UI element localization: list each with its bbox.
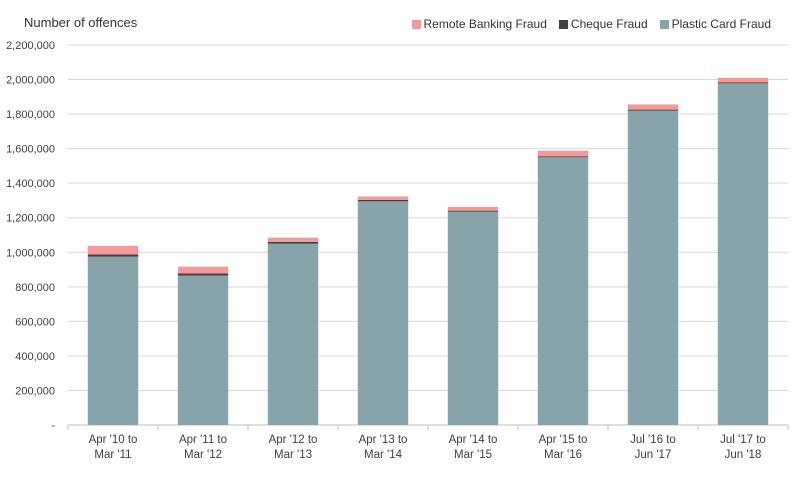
- bar-plastic-card-fraud-1: [177, 275, 229, 425]
- x-tick-label: Mar '16: [544, 449, 582, 461]
- x-tick-label: Jun '17: [635, 449, 672, 461]
- y-tick-label: 1,000,000: [6, 247, 55, 259]
- bar-cheque-fraud-4: [447, 210, 499, 212]
- bar-cheque-fraud-6: [627, 109, 679, 111]
- bar-remote-banking-fraud-6: [627, 104, 679, 110]
- x-tick-label: Jul '16 to: [630, 434, 676, 446]
- legend-label-plastic-card: Plastic Card Fraud: [671, 17, 771, 31]
- bar-plastic-card-fraud-7: [717, 83, 769, 425]
- x-tick-label: Mar '14: [364, 449, 403, 461]
- bar-cheque-fraud-2: [267, 241, 319, 244]
- y-tick-label: 600,000: [15, 316, 55, 328]
- x-tick-label: Mar '11: [94, 449, 131, 461]
- legend-item-plastic-card: Plastic Card Fraud: [659, 17, 771, 31]
- legend: Remote Banking Fraud Cheque Fraud Plasti…: [411, 17, 771, 31]
- bar-remote-banking-fraud-3: [357, 196, 409, 200]
- y-tick-label: -: [51, 420, 55, 432]
- legend-item-cheque: Cheque Fraud: [558, 17, 648, 31]
- y-tick-label: 2,000,000: [6, 75, 55, 87]
- bar-plastic-card-fraud-0: [87, 256, 139, 425]
- x-tick-label: Apr '15 to: [539, 434, 588, 446]
- bar-cheque-fraud-7: [717, 82, 769, 84]
- bar-cheque-fraud-1: [177, 273, 229, 276]
- y-tick-label: 400,000: [15, 351, 55, 363]
- bar-plastic-card-fraud-6: [627, 110, 679, 426]
- bar-cheque-fraud-3: [357, 199, 409, 202]
- bar-cheque-fraud-0: [87, 254, 139, 257]
- y-tick-label: 1,800,000: [6, 109, 55, 121]
- y-tick-label: 2,200,000: [6, 40, 55, 52]
- bar-remote-banking-fraud-0: [87, 245, 139, 255]
- bar-plastic-card-fraud-2: [267, 243, 319, 425]
- legend-swatch-cheque: [558, 19, 568, 29]
- legend-label-remote-banking: Remote Banking Fraud: [423, 17, 547, 31]
- bar-plastic-card-fraud-3: [357, 201, 409, 425]
- x-tick-label: Mar '12: [184, 449, 222, 461]
- bar-remote-banking-fraud-5: [537, 150, 589, 157]
- bar-plastic-card-fraud-4: [447, 211, 499, 425]
- x-tick-label: Mar '13: [274, 449, 312, 461]
- x-tick-label: Apr '11 to: [179, 434, 227, 446]
- x-tick-label: Apr '10 to: [89, 434, 138, 446]
- bar-cheque-fraud-5: [537, 156, 589, 158]
- bar-plastic-card-fraud-5: [537, 157, 589, 426]
- x-tick-label: Apr '13 to: [359, 434, 408, 446]
- x-tick-label: Jul '17 to: [720, 434, 766, 446]
- x-tick-label: Jun '18: [725, 449, 762, 461]
- bar-remote-banking-fraud-4: [447, 206, 499, 211]
- x-tick-label: Mar '15: [454, 449, 492, 461]
- legend-item-remote-banking: Remote Banking Fraud: [411, 17, 547, 31]
- bar-remote-banking-fraud-7: [717, 77, 769, 83]
- legend-swatch-remote-banking: [411, 19, 421, 29]
- y-tick-label: 200,000: [15, 385, 55, 397]
- x-tick-label: Apr '12 to: [269, 434, 318, 446]
- legend-swatch-plastic-card: [659, 19, 669, 29]
- y-tick-label: 1,600,000: [6, 144, 55, 156]
- x-tick-label: Apr '14 to: [449, 434, 498, 446]
- bar-remote-banking-fraud-2: [267, 237, 319, 242]
- y-tick-label: 800,000: [15, 282, 55, 294]
- y-tick-label: 1,400,000: [6, 178, 55, 190]
- y-tick-label: 1,200,000: [6, 213, 55, 225]
- bar-remote-banking-fraud-1: [177, 266, 229, 274]
- y-axis-title: Number of offences: [24, 15, 138, 30]
- legend-label-cheque: Cheque Fraud: [570, 17, 648, 31]
